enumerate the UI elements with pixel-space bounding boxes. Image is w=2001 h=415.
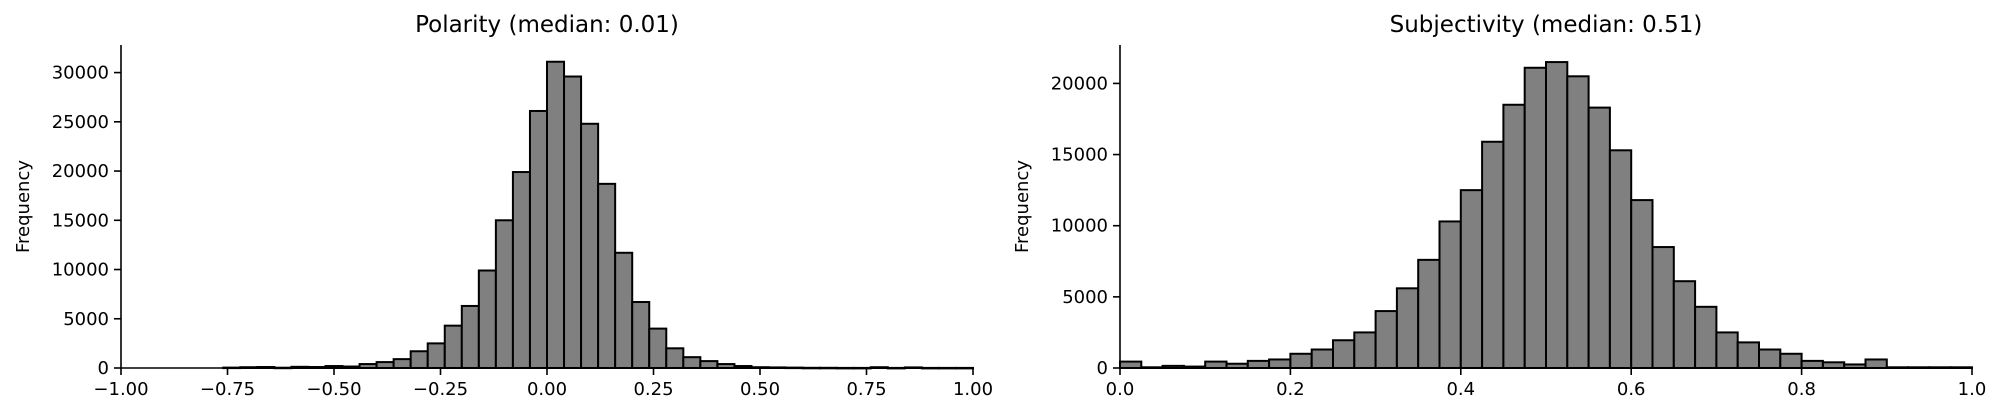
subjectivity-y-tick-label: 20000	[1051, 73, 1108, 94]
subjectivity-bar	[1694, 305, 1718, 369]
subjectivity-bar	[1608, 149, 1633, 369]
polarity-x-tick-label: −0.75	[200, 379, 255, 400]
polarity-bar	[426, 342, 446, 370]
polarity-x-tick-label: −1.00	[93, 379, 148, 400]
subjectivity-x-tick-label: 0.8	[1787, 379, 1816, 400]
polarity-y-tick-label: 20000	[52, 161, 109, 182]
subjectivity-y-tick-label: 15000	[1051, 145, 1108, 166]
polarity-chart: Polarity (median: 0.01) Frequency −1.00−…	[13, 12, 993, 400]
polarity-bar	[511, 171, 531, 369]
polarity-bar	[443, 324, 463, 369]
polarity-bar	[375, 361, 395, 369]
polarity-title: Polarity (median: 0.01)	[415, 12, 679, 38]
polarity-ticks: −1.00 −0.75 −0.50 −0.25 0.00 0.25 0.50 0.75 1.00…	[52, 63, 993, 400]
polarity-bar	[631, 301, 651, 369]
subjectivity-bar	[1246, 359, 1271, 370]
subjectivity-title: Subjectivity (median: 0.51)	[1390, 12, 1703, 38]
subjectivity-bar	[1651, 246, 1675, 369]
polarity-y-tick-label: 15000	[52, 210, 109, 231]
polarity-bar	[597, 182, 617, 369]
subjectivity-bar	[1523, 66, 1547, 370]
subjectivity-y-tick-label: 0	[1097, 358, 1108, 379]
polarity-y-tick-label: 25000	[52, 112, 109, 133]
subjectivity-bar	[1630, 199, 1654, 369]
subjectivity-bar	[1332, 339, 1356, 369]
subjectivity-x-tick-label: 1.0	[1958, 379, 1987, 400]
subjectivity-bar	[1289, 352, 1313, 370]
subjectivity-x-tick-label: 0.4	[1446, 379, 1475, 400]
subjectivity-x-tick-label: 0.0	[1106, 379, 1135, 400]
subjectivity-bar	[1587, 106, 1611, 369]
polarity-bar	[409, 350, 429, 370]
polarity-x-tick-label: 0.50	[740, 379, 780, 400]
subjectivity-bar	[1800, 359, 1824, 370]
subjectivity-bar	[1545, 61, 1569, 369]
subjectivity-y-tick-label: 10000	[1051, 216, 1108, 237]
subjectivity-bar	[1417, 258, 1441, 370]
subjectivity-bar	[1715, 331, 1739, 369]
polarity-x-tick-label: 0.00	[527, 379, 567, 400]
subjectivity-bar	[1779, 352, 1803, 370]
subjectivity-ticks: 0.0 0.2 0.4 0.6 0.8 1.0 0 5000 10000 15000 20000	[1051, 73, 1987, 400]
subjectivity-bar	[1268, 358, 1292, 369]
polarity-bar	[699, 360, 719, 370]
polarity-y-tick-label: 0	[98, 358, 109, 379]
polarity-y-tick-label: 5000	[63, 309, 109, 330]
subjectivity-bar	[1438, 220, 1462, 369]
polarity-x-tick-label: −0.25	[413, 379, 468, 400]
polarity-bar	[528, 109, 549, 369]
subjectivity-bar	[1736, 341, 1760, 369]
subjectivity-bar	[1353, 331, 1377, 369]
polarity-x-tick-label: −0.50	[306, 379, 361, 400]
polarity-y-tick-label: 30000	[52, 63, 109, 84]
polarity-bar	[580, 122, 600, 369]
subjectivity-bar	[1758, 348, 1782, 369]
subjectivity-bar	[1821, 361, 1846, 370]
subjectivity-bar	[1119, 360, 1143, 370]
polarity-bar	[682, 356, 702, 370]
polarity-x-tick-label: 1.00	[953, 379, 993, 400]
subjectivity-bar	[1502, 103, 1526, 369]
polarity-y-tick-label: 10000	[52, 260, 109, 281]
polarity-bar	[563, 75, 583, 369]
subjectivity-y-tick-label: 5000	[1062, 287, 1108, 308]
subjectivity-ylabel: Frequency	[1012, 160, 1033, 253]
polarity-bar	[494, 219, 514, 369]
polarity-bar	[665, 347, 685, 369]
polarity-ylabel: Frequency	[13, 160, 34, 253]
subjectivity-bar	[1204, 360, 1228, 370]
subjectivity-bars	[1119, 61, 1973, 370]
polarity-x-tick-label: 0.75	[846, 379, 886, 400]
polarity-x-tick-label: 0.25	[633, 379, 673, 400]
subjectivity-bar	[1395, 287, 1420, 369]
subjectivity-x-tick-label: 0.2	[1276, 379, 1305, 400]
polarity-bar	[477, 269, 497, 370]
polarity-bar	[546, 60, 566, 370]
subjectivity-bar	[1374, 310, 1398, 370]
polarity-bar	[614, 251, 634, 369]
polarity-bars	[222, 60, 975, 370]
polarity-bar	[648, 327, 668, 369]
polarity-bar	[392, 358, 412, 370]
subjectivity-bar	[1864, 358, 1888, 369]
subjectivity-x-tick-label: 0.6	[1617, 379, 1646, 400]
subjectivity-bar	[1310, 348, 1334, 369]
polarity-bar	[460, 304, 480, 369]
subjectivity-bar	[1481, 140, 1505, 369]
subjectivity-chart: Subjectivity (median: 0.51) Frequency 0.…	[1012, 12, 1986, 400]
subjectivity-bar	[1566, 75, 1590, 370]
subjectivity-bar	[1459, 189, 1484, 369]
subjectivity-bar	[1672, 280, 1697, 369]
